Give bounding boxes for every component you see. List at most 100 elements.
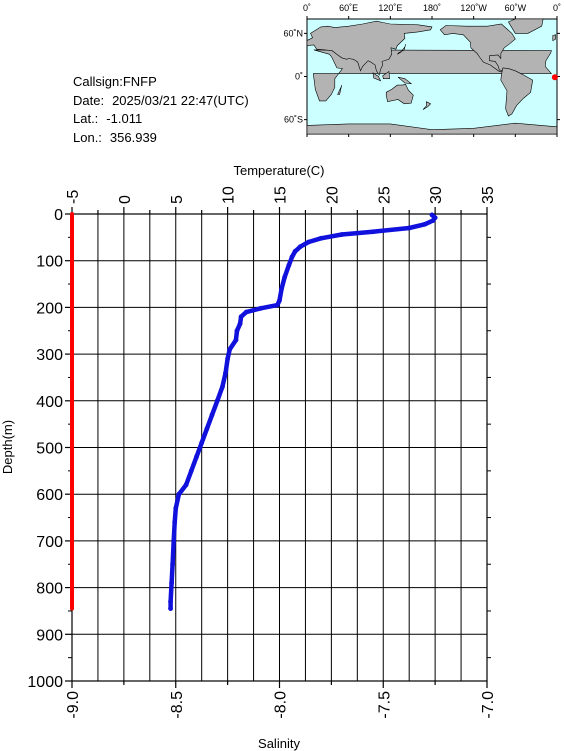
salinity-axis-label: Salinity [258,736,300,751]
temperature-point [279,286,284,292]
map-lat-label: 60˚N [283,28,303,38]
temperature-point [194,454,199,460]
temperature-point [370,229,376,235]
temperature-point [306,239,311,245]
sumatra-island [372,72,382,82]
temperature-point [275,302,280,308]
depth-tick-label: 500 [36,441,63,458]
map-lat-label: 60˚S [284,115,303,125]
greenland-landmass [507,18,544,34]
info-block: Callsign:FNFP Date: 2025/03/21 22:47(UTC)… [73,73,249,147]
depth-tick-label: 1000 [27,674,63,691]
temperature-point [214,398,220,404]
temperature-point [188,468,194,474]
temperature-point [233,337,239,343]
map-lat-label: 0˚ [295,72,303,82]
temperature-point [277,297,282,303]
temperature-point [429,212,435,218]
temperature-point [204,426,210,432]
temperature-point [292,248,298,254]
temperature-tick-label: 25 [376,186,393,204]
temperature-point [227,347,233,352]
temperature-point [225,356,231,362]
map-axes: 0˚ 60˚E 120˚E 180˚ 120˚W 60˚W 0˚ 60˚N 0˚ 60˚S [283,3,561,137]
temperature-axis-label: Temperature(C) [233,163,324,178]
map-lon-label: 120˚E [378,3,402,13]
map-lon-label: 60˚E [339,3,358,13]
depth-tick-label: 800 [36,581,63,598]
location-marker [551,74,558,81]
temperature-tick-label: 35 [480,186,497,204]
depth-tick-label: 600 [36,487,63,504]
depth-tick-label: 900 [36,627,63,644]
lon-value: 356.939 [109,129,157,145]
temperature-point [258,305,264,311]
temperature-point [170,561,176,567]
temperature-point [168,599,173,605]
temperature-point [238,314,244,320]
depth-tick-label: 700 [36,534,63,551]
callsign-text: Callsign:FNFP [73,74,157,89]
madagascar-island [337,85,342,95]
temperature-point [289,254,295,260]
temperature-tick-label: 15 [273,186,290,204]
temperature-point [339,232,345,237]
temperature-point [169,580,175,586]
map-lon-label: 60˚W [505,3,527,13]
map-lon-label: 0˚ [553,3,561,13]
temperature-point [237,321,243,327]
temperature-point [171,538,177,544]
depth-tick-label: 300 [36,347,63,364]
map-land [306,18,558,135]
temperature-point [168,606,173,612]
eurasia-landmass [306,20,433,76]
temperature-tick-label: 20 [324,186,341,204]
temperature-point [234,328,240,334]
temperature-point [223,370,228,376]
temperature-point [406,225,412,231]
temperature-point [297,244,303,250]
salinity-tick-label: -8.0 [273,691,290,719]
salinity-tick-label: -9.0 [65,691,82,719]
depth-tick-label: 400 [36,394,63,411]
australia-landmass [385,84,414,105]
salinity-tick-label: -8.5 [169,691,186,719]
temperature-point [183,482,189,488]
temperature-point [282,274,288,280]
temperature-tick-label: -5 [65,190,82,204]
depth-tick-label: 100 [36,254,63,271]
borneo-island [382,70,390,79]
temperature-point [243,309,249,315]
temperature-tick-label: 30 [428,186,445,204]
temperature-point [176,491,182,497]
depth-axis-label: Depth(m) [0,420,15,474]
map-lon-label: 180˚ [423,3,441,13]
temperature-point [199,440,205,446]
lat-label: Lat.: [73,111,99,126]
lat-value: -1.011 [106,111,143,126]
data-series [70,212,438,612]
depth-tick-label: 0 [54,207,63,224]
temperature-point [172,519,178,525]
britain-island [552,34,556,42]
south-america-landmass [500,67,534,117]
temperature-tick-label: 5 [169,195,186,204]
depth-tick-label: 200 [36,300,63,317]
temperature-point [422,221,428,227]
japan-island [397,44,406,55]
temperature-line [168,212,438,611]
salinity-tick-label: -7.5 [376,691,393,719]
temperature-point [430,218,436,223]
temperature-point [173,505,179,511]
date-value: 2025/03/21 22:47(UTC) [112,92,249,108]
map-lon-label: 120˚W [460,3,487,13]
temperature-point [318,235,324,241]
lon-label: Lon.: [73,129,102,145]
map-lon-label: 0˚ [303,3,311,13]
new-guinea-island [397,76,413,85]
temperature-point [286,262,292,268]
north-america-landmass [439,23,516,72]
temperature-tick-label: 10 [221,186,238,204]
